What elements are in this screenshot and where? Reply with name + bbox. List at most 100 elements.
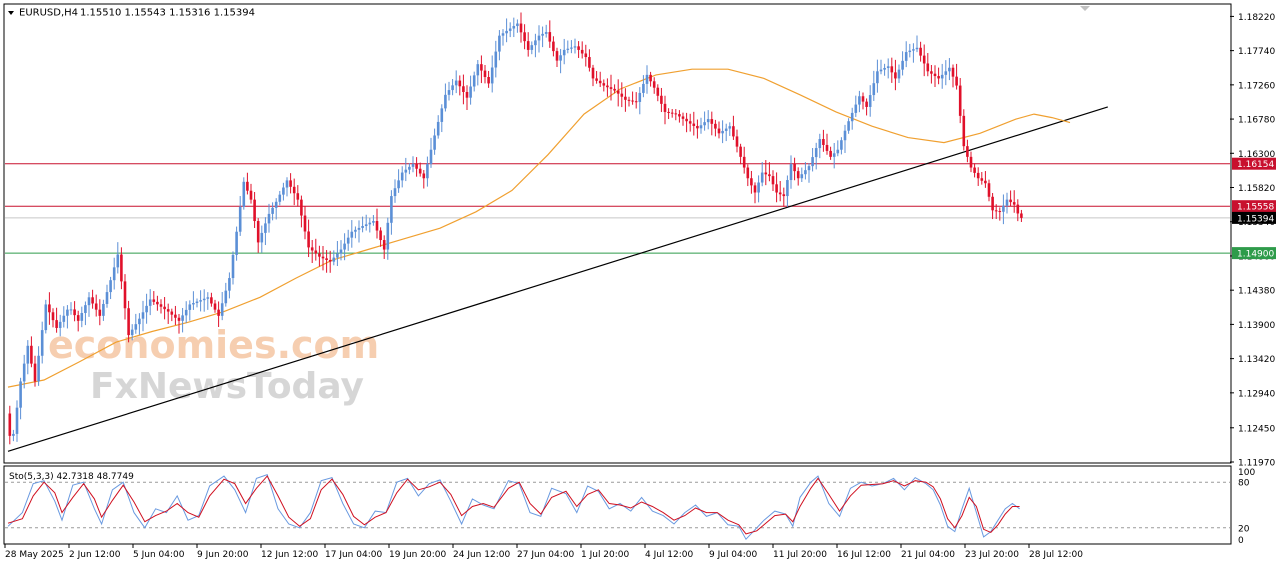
candle-body	[746, 167, 750, 179]
candle	[649, 71, 652, 87]
candle-body	[242, 181, 246, 207]
candle	[526, 32, 530, 57]
candle	[408, 163, 411, 175]
candle	[505, 18, 508, 43]
candle	[357, 220, 361, 243]
candle-body	[361, 226, 364, 228]
candle-body	[271, 207, 274, 214]
candle	[966, 139, 969, 163]
candle-body	[357, 227, 361, 230]
candle	[447, 81, 451, 101]
candle	[379, 227, 382, 247]
candle	[274, 198, 278, 220]
resistance-1-label: 1.16154	[1237, 160, 1274, 170]
candle-body	[1005, 199, 1009, 206]
candle	[422, 170, 426, 189]
candle-body	[148, 299, 152, 306]
price-tick-label: 1.15820	[1238, 184, 1275, 194]
chart-shift-icon[interactable]	[1080, 6, 1090, 11]
candle	[350, 220, 354, 248]
candle	[926, 53, 930, 77]
candle-body	[123, 281, 127, 309]
candle-body	[195, 301, 199, 304]
candle	[735, 129, 739, 153]
header-dropdown-icon[interactable]	[8, 11, 14, 15]
candle	[451, 79, 454, 96]
candle-body	[91, 297, 94, 304]
candle-body	[670, 112, 674, 114]
candle-body	[757, 182, 760, 193]
candle	[156, 295, 159, 311]
candle-body	[634, 101, 638, 103]
candle-body	[872, 83, 876, 96]
candle	[199, 290, 202, 312]
candle	[289, 173, 292, 194]
candle-body	[152, 299, 156, 302]
candle	[634, 92, 638, 109]
candle-body	[728, 126, 732, 129]
candle-body	[807, 166, 811, 171]
candle-body	[494, 51, 498, 68]
candle-body	[51, 312, 55, 321]
candle	[616, 79, 620, 107]
candle	[314, 238, 318, 261]
candle-body	[742, 156, 746, 168]
candle-body	[987, 183, 991, 197]
candle	[58, 314, 62, 337]
candle	[433, 128, 436, 155]
candle	[231, 251, 235, 285]
candle-body	[613, 88, 616, 91]
price-tick-label: 1.11970	[1238, 459, 1275, 469]
candle	[170, 308, 174, 322]
candle	[228, 272, 231, 299]
candle-body	[505, 30, 508, 34]
candle	[591, 64, 595, 87]
candle	[134, 313, 138, 334]
candle	[310, 239, 314, 263]
candle	[37, 346, 40, 386]
candle-body	[285, 180, 289, 188]
candle-body	[912, 49, 915, 51]
candle-body	[616, 90, 620, 94]
candle	[429, 137, 433, 168]
candle	[980, 172, 984, 185]
candle-body	[483, 70, 487, 78]
candle	[321, 245, 325, 271]
candle-body	[343, 243, 346, 250]
candle	[796, 167, 800, 186]
stochastic-tick-label: 80	[1238, 479, 1250, 489]
candle-body	[40, 330, 44, 356]
candle	[368, 217, 372, 233]
candle	[55, 307, 58, 333]
candle-body	[458, 80, 462, 87]
candle	[440, 104, 444, 133]
candle-body	[325, 258, 328, 260]
candle	[822, 129, 825, 152]
candle-body	[685, 118, 688, 122]
candle	[62, 306, 66, 328]
candle-body	[328, 259, 332, 262]
candle-body	[541, 33, 544, 36]
candle	[699, 117, 703, 134]
time-tick-label: 21 Jul 04:00	[901, 550, 955, 560]
candle-body	[397, 180, 400, 189]
candle	[469, 75, 472, 105]
symbol-label: EURUSD,H4	[19, 8, 78, 19]
price-tick-label: 1.18220	[1238, 13, 1275, 23]
candle	[26, 340, 30, 375]
candle	[400, 166, 404, 188]
candles-layer	[8, 12, 1023, 445]
price-axis: 1.18220 1.17740 1.17260 1.16780 1.16300 1.158…	[1230, 13, 1275, 469]
candle	[696, 119, 699, 139]
candle	[613, 84, 616, 94]
candle-body	[364, 224, 368, 227]
candle	[436, 115, 440, 139]
candle	[534, 33, 537, 58]
candle	[130, 324, 134, 341]
candle-body	[462, 86, 465, 92]
candle	[868, 85, 872, 117]
candle-body	[184, 309, 188, 316]
candle	[224, 282, 228, 307]
candle-body	[249, 190, 253, 200]
candle	[836, 140, 840, 157]
